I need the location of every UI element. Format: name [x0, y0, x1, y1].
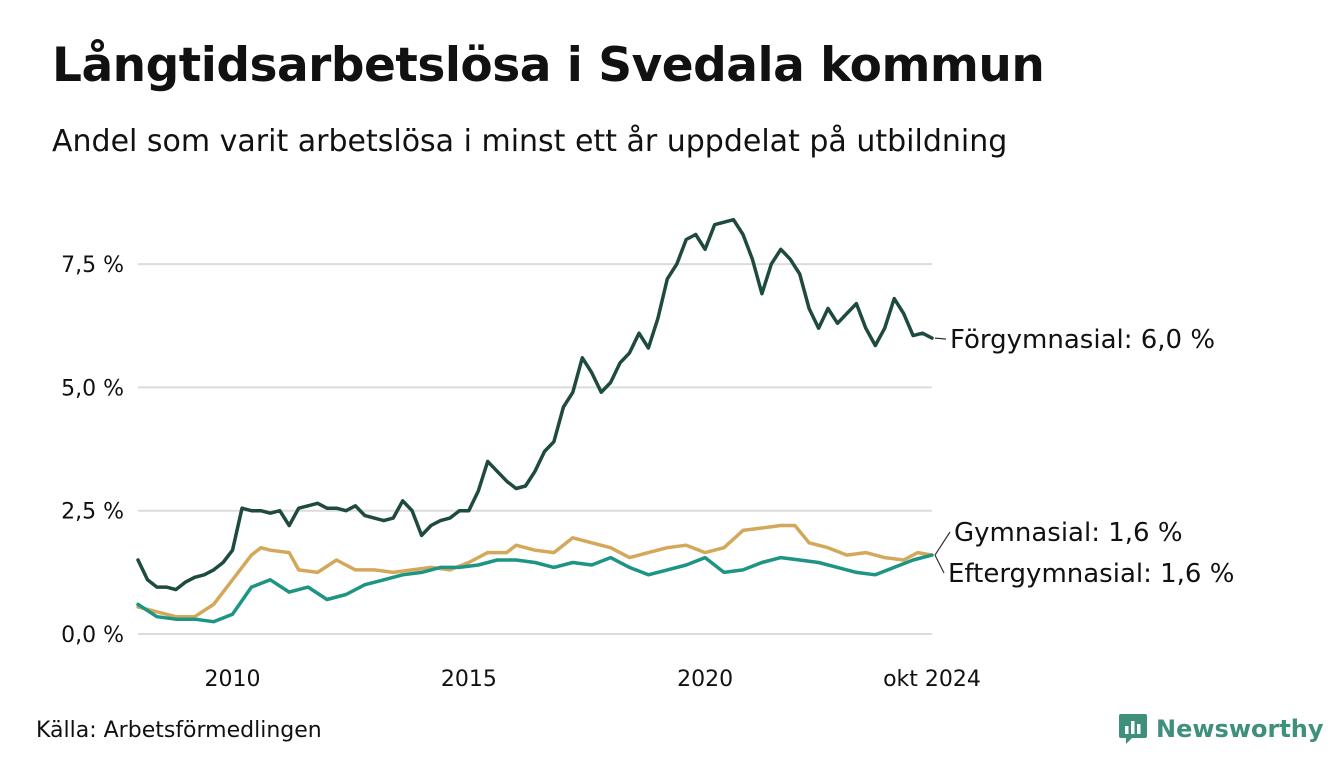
- y-tick-label: 7,5 %: [61, 253, 124, 278]
- x-tick-label: 2015: [441, 667, 497, 692]
- grid-lines: [138, 263, 932, 635]
- y-tick-label: 0,0 %: [61, 623, 124, 648]
- source-note: Källa: Arbetsförmedlingen: [36, 718, 322, 743]
- y-axis-tick-labels: 0,0 % 2,5 % 5,0 % 7,5 %: [61, 253, 124, 648]
- x-tick-label: okt 2024: [883, 667, 981, 692]
- brand-name: Newsworthy: [1156, 715, 1324, 743]
- label-leader-line: [934, 337, 947, 340]
- line-chart: 0,0 % 2,5 % 5,0 % 7,5 % 2010 2015 2020 okt 202…: [61, 217, 1234, 692]
- x-tick-label: 2010: [205, 667, 261, 692]
- y-tick-label: 5,0 %: [61, 376, 124, 401]
- series-lines: [136, 217, 934, 624]
- chart-title: Långtidsarbetslösa i Svedala kommun: [52, 38, 1045, 93]
- series-line-förgymnasial: [136, 217, 934, 592]
- series-end-label: Gymnasial: 1,6 %: [954, 518, 1183, 548]
- y-tick-label: 2,5 %: [61, 500, 124, 525]
- label-leader-line: [934, 531, 951, 556]
- brand-logo: Newsworthy: [1118, 712, 1324, 746]
- newsworthy-logo-icon: [1119, 714, 1147, 744]
- x-tick-label: 2020: [677, 667, 733, 692]
- x-axis-tick-labels: 2010 2015 2020 okt 2024: [205, 667, 981, 692]
- chart-subtitle: Andel som varit arbetslösa i minst ett å…: [52, 124, 1008, 159]
- series-end-label: Förgymnasial: 6,0 %: [950, 325, 1215, 355]
- series-end-label: Eftergymnasial: 1,6 %: [948, 559, 1234, 589]
- label-leader-line: [934, 554, 945, 574]
- series-end-labels: Förgymnasial: 6,0 % Gymnasial: 1,6 % Efter…: [934, 325, 1234, 589]
- series-line-gymnasial: [136, 523, 934, 619]
- series-line-eftergymnasial: [136, 553, 934, 624]
